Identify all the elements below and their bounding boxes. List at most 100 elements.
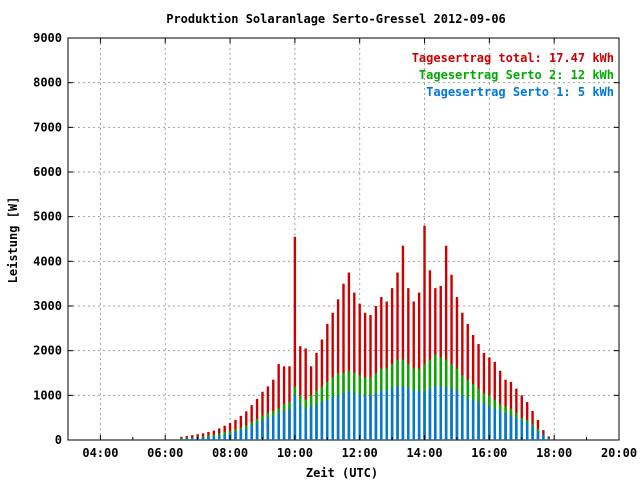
bar-total xyxy=(304,348,307,440)
bar-total xyxy=(363,312,367,440)
bar-serto1 xyxy=(218,435,221,440)
bar-serto1 xyxy=(309,406,313,440)
bar-total xyxy=(358,303,361,440)
bar-serto1 xyxy=(417,390,421,440)
bar-serto1 xyxy=(380,390,383,440)
x-ticks: 04:00 06:00 08:00 10:00 12:00 14:00 16:00 18:00… xyxy=(67,38,637,460)
bar-total xyxy=(272,379,275,440)
y-tick-label: 1000 xyxy=(33,388,62,402)
bar-serto1 xyxy=(477,402,480,440)
bar-serto1 xyxy=(342,393,345,440)
bar-total xyxy=(331,312,334,440)
x-tick-label: 06:00 xyxy=(147,446,183,460)
legend-serto1: Tagesertrag Serto 1: 5 kWh xyxy=(426,85,614,99)
bar-serto1 xyxy=(515,417,518,440)
bar-serto1 xyxy=(536,431,540,440)
bar-serto1 xyxy=(358,395,361,440)
chart-title: Produktion Solaranlage Serto-Gressel 201… xyxy=(166,12,506,26)
bar-serto1 xyxy=(239,430,243,440)
bar-serto1 xyxy=(385,390,388,440)
legend-serto2: Tagesertrag Serto 2: 12 kWh xyxy=(419,68,614,82)
bar-serto1 xyxy=(336,395,340,440)
bar-serto1 xyxy=(461,395,464,440)
y-tick-label: 5000 xyxy=(33,210,62,224)
bar-total xyxy=(450,274,453,440)
bar-serto1 xyxy=(293,395,297,440)
x-tick-label: 12:00 xyxy=(342,446,378,460)
bar-total xyxy=(353,292,356,440)
bar-total xyxy=(282,366,286,440)
y-tick-label: 2000 xyxy=(33,344,62,358)
x-tick-label: 20:00 xyxy=(601,446,637,460)
bar-total xyxy=(401,245,405,440)
bar-serto1 xyxy=(482,404,486,440)
y-tick-label: 3000 xyxy=(33,299,62,313)
bar-serto1 xyxy=(223,434,226,440)
bar-serto1 xyxy=(466,397,469,440)
bar-serto1 xyxy=(347,390,351,440)
bar-serto1 xyxy=(428,388,432,440)
bar-serto1 xyxy=(525,422,529,440)
x-tick-label: 10:00 xyxy=(277,446,313,460)
bar-serto1 xyxy=(320,402,324,440)
bar-serto1 xyxy=(374,393,378,440)
bar-total xyxy=(342,283,345,440)
bar-serto1 xyxy=(504,413,507,440)
bar-total xyxy=(347,272,351,440)
bar-serto1 xyxy=(434,386,437,440)
bar-total xyxy=(444,245,448,440)
y-tick-label: 4000 xyxy=(33,254,62,268)
bar-serto1 xyxy=(191,438,194,440)
bar-total xyxy=(336,299,340,440)
bar-serto1 xyxy=(488,406,491,440)
bar-total xyxy=(293,236,297,440)
bar-serto1 xyxy=(423,390,426,440)
bar-total xyxy=(396,272,399,440)
bar-serto1 xyxy=(326,399,329,440)
bar-serto1 xyxy=(207,436,210,440)
bar-serto1 xyxy=(439,386,442,440)
legend-total: Tagesertrag total: 17.47 kWh xyxy=(412,51,614,65)
bar-serto1 xyxy=(369,395,372,440)
bar-total xyxy=(407,288,410,440)
bar-serto1 xyxy=(363,395,367,440)
bar-serto1 xyxy=(531,426,534,440)
x-tick-label: 04:00 xyxy=(82,446,118,460)
bar-serto1 xyxy=(520,419,523,440)
bar-serto1 xyxy=(412,390,415,440)
bar-serto1 xyxy=(234,431,237,440)
bar-serto1 xyxy=(272,415,275,440)
bar-total xyxy=(277,364,280,440)
bar-serto1 xyxy=(401,386,405,440)
y-tick-label: 7000 xyxy=(33,120,62,134)
bar-serto1 xyxy=(266,417,270,440)
bar-serto1 xyxy=(455,390,459,440)
bar-serto1 xyxy=(201,437,205,440)
bar-serto1 xyxy=(547,437,550,440)
bar-total xyxy=(423,225,426,440)
bar-serto1 xyxy=(407,388,410,440)
bar-serto1 xyxy=(304,408,307,440)
bar-serto1 xyxy=(255,423,259,440)
y-tick-label: 8000 xyxy=(33,76,62,90)
bar-serto1 xyxy=(299,404,302,440)
bar-serto1 xyxy=(509,415,513,440)
bar-serto1 xyxy=(185,438,189,440)
bar-serto1 xyxy=(542,434,545,440)
bar-serto1 xyxy=(390,388,394,440)
bar-serto1 xyxy=(277,413,280,440)
bar-serto1 xyxy=(331,397,334,440)
bar-serto1 xyxy=(250,425,253,440)
y-tick-label: 0 xyxy=(55,433,62,447)
x-tick-label: 16:00 xyxy=(471,446,507,460)
bar-serto1 xyxy=(444,386,448,440)
x-tick-label: 08:00 xyxy=(212,446,248,460)
bar-serto1 xyxy=(212,436,216,440)
bar-serto1 xyxy=(498,410,502,440)
bar-total xyxy=(417,292,421,440)
bar-serto1 xyxy=(353,393,356,440)
bar-serto1 xyxy=(180,439,183,440)
bar-total xyxy=(299,346,302,440)
x-tick-label: 14:00 xyxy=(406,446,442,460)
